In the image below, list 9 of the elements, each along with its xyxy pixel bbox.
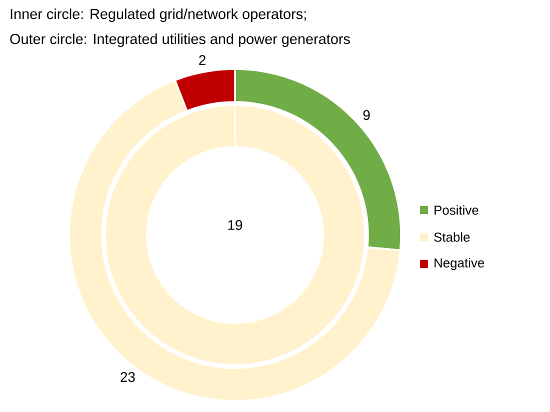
legend-label: Stable [434, 232, 470, 242]
data-label: 2 [199, 55, 206, 65]
chart-title: Inner circle: Regulated grid/network operators; [10, 8, 306, 22]
data-label: 19 [228, 220, 242, 230]
data-label: 9 [363, 110, 370, 120]
legend-label: Negative [434, 258, 484, 270]
data-label: 23 [120, 372, 135, 382]
chart-subtitle: Outer circle: Integrated utilities and power generators [10, 34, 350, 47]
legend-label: Positive [434, 205, 478, 215]
